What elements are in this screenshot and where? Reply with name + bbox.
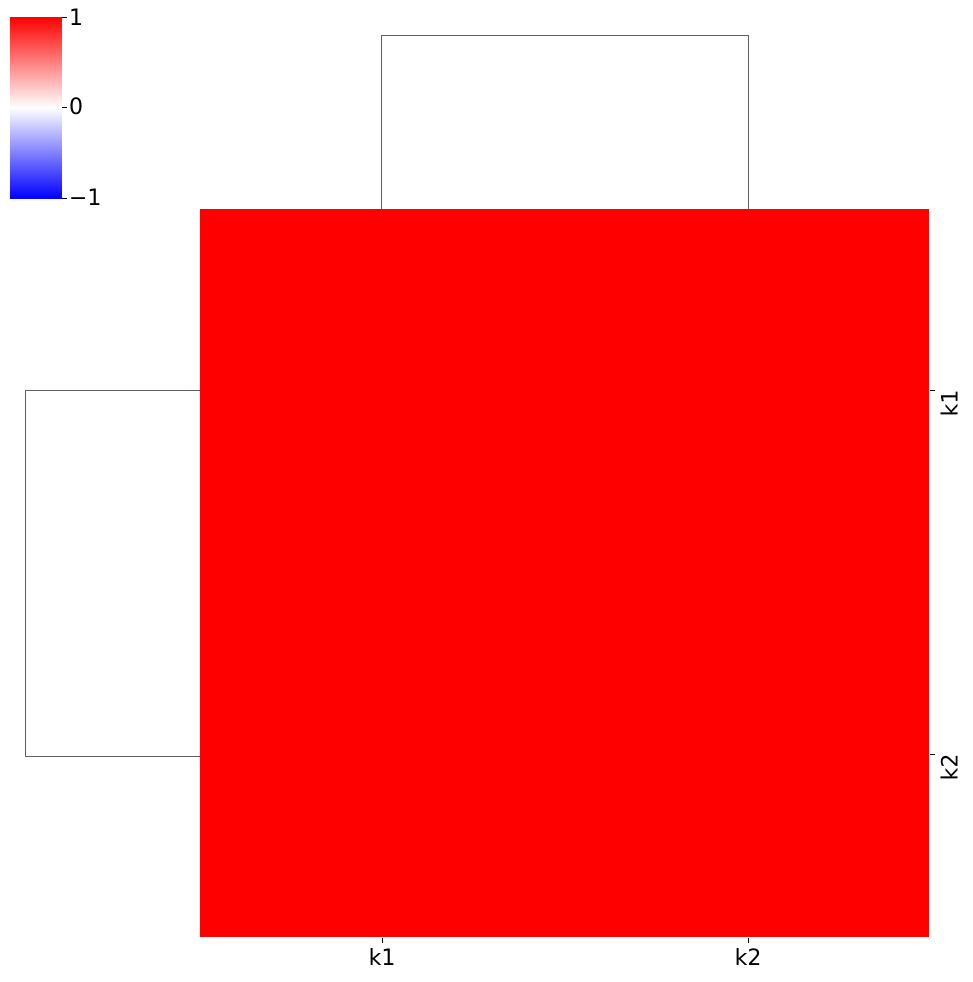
colorbar-tick-min (62, 198, 67, 199)
colorbar-label-zero: 0 (69, 95, 83, 120)
heatmap (200, 209, 929, 937)
colorbar-label-min: −1 (69, 186, 102, 211)
column-dendrogram (381, 35, 749, 210)
colorbar-tick-max (62, 17, 67, 18)
heatmap-cell (564, 573, 929, 937)
heatmap-cell (564, 209, 929, 573)
heatmap-cell (200, 573, 565, 937)
y-tick-label-k1: k1 (938, 386, 964, 420)
x-tick-k1 (382, 938, 383, 943)
y-tick-k1 (930, 390, 935, 391)
y-tick-label-k1-text: k1 (938, 389, 963, 417)
y-tick-label-k2-text: k2 (938, 753, 963, 781)
y-tick-k2 (930, 754, 935, 755)
x-tick-k2 (748, 938, 749, 943)
colorbar-tick-zero (62, 107, 67, 108)
row-dendrogram (25, 390, 200, 757)
heatmap-cell (200, 209, 565, 573)
x-tick-label-k1: k1 (368, 946, 396, 971)
x-tick-label-k2: k2 (734, 946, 762, 971)
colorbar-label-max: 1 (69, 6, 83, 31)
colorbar-gradient (10, 17, 62, 199)
y-tick-label-k2: k2 (938, 750, 964, 784)
